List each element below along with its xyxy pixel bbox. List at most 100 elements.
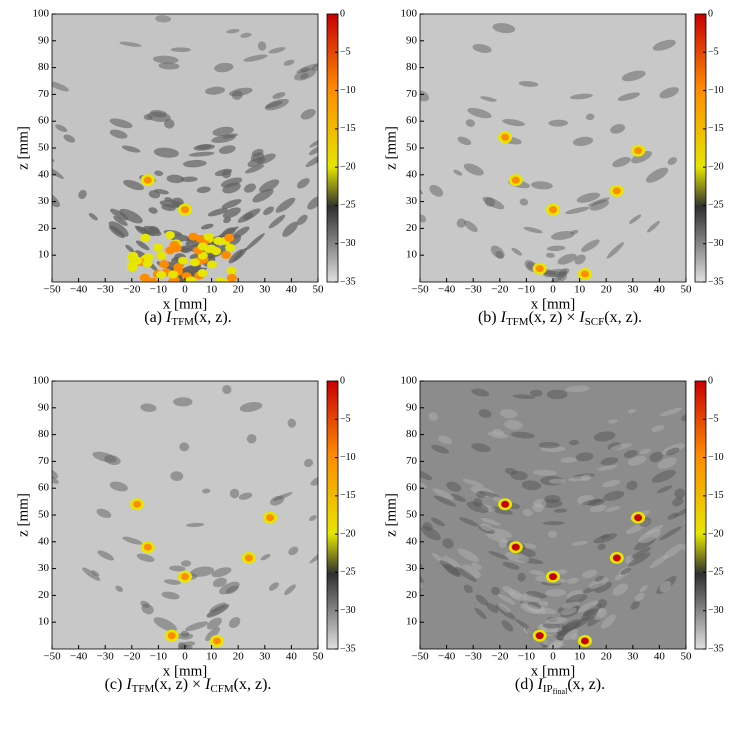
speckle [167,270,178,279]
speckle [630,547,652,560]
speckle [430,517,445,527]
speckle [259,179,280,193]
y-tick-label: 60 [38,482,50,494]
speckle [492,23,516,34]
speckle [545,617,568,624]
speckle [213,236,224,245]
speckle [212,637,221,645]
speckle [218,145,236,154]
speckle [119,41,142,47]
x-tick-label: −50 [43,284,61,296]
y-tick-label: 40 [38,535,50,547]
speckle [734,474,749,493]
speckle [597,543,606,551]
speckle [243,54,268,62]
speckle [300,108,316,120]
x-tick-label: −20 [123,284,141,296]
y-tick-label: 50 [406,142,418,154]
speckle [521,480,542,491]
speckle [492,496,502,502]
speckle [548,530,557,538]
colorbar-tick-label: −35 [340,276,356,287]
speckle [438,435,453,445]
y-tick-label: 30 [406,562,418,574]
x-axis-label: x [mm] [531,663,576,679]
speckle [523,226,543,234]
speckle [222,384,232,395]
speckle [265,100,283,109]
x-tick-label: 0 [550,651,556,663]
colorbar-tick-label: −5 [340,47,351,58]
colorbar-tick-label: −10 [708,85,724,96]
speckle [55,124,68,133]
speckle [232,226,250,239]
speckle [603,490,625,501]
y-tick-label: 50 [38,142,50,154]
speckle [610,124,626,134]
colorbar-tick-label: −25 [708,200,724,211]
speckle [548,119,569,127]
caption: (d) IIPfinal(x, z). [515,676,605,696]
x-tick-label: 50 [313,284,325,296]
x-tick-label: 10 [574,284,586,296]
speckle [252,188,274,203]
speckle [652,39,676,51]
speckle [300,72,309,80]
colorbar-tick-label: −15 [340,123,356,134]
speckle [164,119,175,129]
speckle [201,223,214,230]
speckle [601,614,616,629]
speckle [122,536,143,545]
speckle [475,594,488,606]
speckle [63,134,76,143]
speckle [443,556,462,570]
speckle [221,199,242,209]
speckle [207,208,228,217]
speckle [167,632,176,640]
speckle [197,242,208,251]
y-tick-label: 100 [401,375,418,387]
speckle [580,270,589,278]
caption: (a) ITFM(x, z). [144,309,231,328]
speckle [108,225,125,239]
speckle [360,500,378,517]
speckle [212,577,227,588]
speckle [498,538,508,549]
speckle [287,418,297,428]
colorbar-tick-label: −35 [708,276,724,287]
speckle [639,585,648,592]
speckle [226,266,237,275]
y-tick-label: 30 [38,562,50,574]
speckle [565,385,590,393]
speckle [226,28,240,34]
speckle [659,87,679,99]
speckle [549,573,557,581]
speckle [526,591,547,599]
x-tick-label: −30 [97,651,115,663]
colorbar-tick-label: −35 [708,643,724,654]
speckle [221,251,232,260]
speckle [206,603,230,617]
x-tick-label: 30 [259,651,271,663]
x-tick-label: −30 [465,651,483,663]
speckle [432,488,455,500]
speckle [638,528,662,544]
x-tick-label: 10 [574,651,586,663]
speckle [621,70,646,82]
speckle [569,440,579,446]
speckle [247,156,266,168]
speckle [649,451,663,463]
speckle [594,575,604,582]
speckle [620,567,631,575]
speckle [498,603,511,613]
speckle [511,176,520,184]
y-tick-label: 30 [406,195,418,207]
speckle [155,15,172,23]
y-tick-label: 20 [38,222,50,234]
speckle [476,491,486,499]
speckle [140,233,151,242]
speckle [446,481,462,492]
speckle [593,431,616,442]
speckle [453,169,463,176]
y-axis-label: z [mm] [383,126,399,170]
